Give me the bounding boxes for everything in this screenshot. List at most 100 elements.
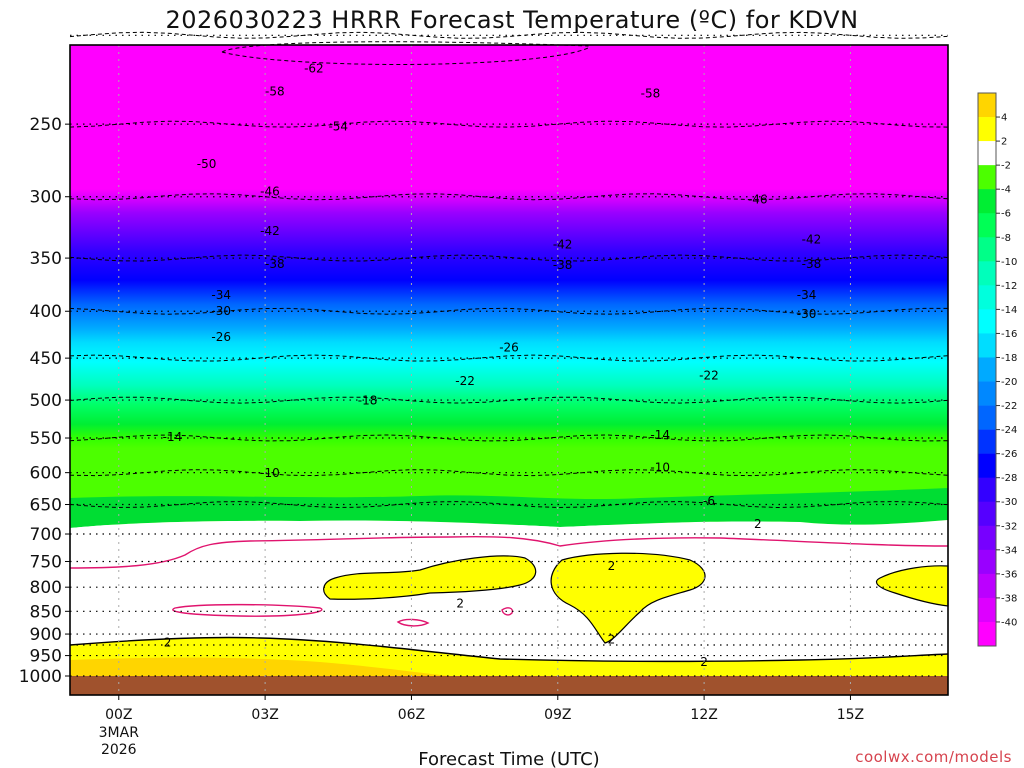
warmest-surface-layer-fill <box>70 657 450 676</box>
colorbar-swatch <box>978 141 996 166</box>
contour-label: -42 <box>260 224 280 238</box>
pressure-tick-label: 500 <box>30 391 62 411</box>
contour-label: -38 <box>553 258 573 272</box>
ground-fill <box>70 676 948 695</box>
contour-label: -58 <box>641 86 661 100</box>
colorbar-swatch <box>978 333 996 358</box>
colorbar-swatch <box>978 477 996 503</box>
pressure-tick-label: 550 <box>30 429 62 449</box>
contour-label: -46 <box>260 185 280 199</box>
contour-label: -42 <box>802 233 822 247</box>
colorbar-swatch <box>978 429 996 454</box>
colorbar-label: -20 <box>1001 377 1017 388</box>
colorbar-label: -32 <box>1001 521 1017 532</box>
pressure-tick-label: 950 <box>30 647 62 667</box>
zero-isotherm-pocket-1 <box>172 603 323 617</box>
colorbar-swatch <box>978 285 996 310</box>
colorbar-swatch <box>978 237 996 262</box>
colorbar-label: -10 <box>1001 257 1017 268</box>
contour-label: 2 <box>700 655 708 669</box>
colorbar-label: -8 <box>1001 233 1011 244</box>
contour-label: 2 <box>754 517 762 531</box>
pressure-tick-label: 600 <box>30 464 62 484</box>
contour-label: -26 <box>211 330 231 344</box>
isotherm-contour <box>221 41 589 53</box>
colorbar-swatch <box>978 525 996 551</box>
contour-label: 2 <box>164 636 172 650</box>
pressure-tick-label: 900 <box>30 625 62 645</box>
pressure-tick-label: 350 <box>30 249 62 269</box>
contour-label: 2 <box>608 633 616 647</box>
contour-label: -14 <box>163 430 183 444</box>
contour-label: -50 <box>197 157 217 171</box>
time-tick-label: 15Z <box>837 707 864 723</box>
colorbar-swatch <box>978 261 996 286</box>
pressure-tick-label: 1000 <box>19 667 62 687</box>
pressure-tick-label: 800 <box>30 578 62 598</box>
colorbar-swatch <box>978 93 996 118</box>
colorbar-label: -18 <box>1001 353 1017 364</box>
contour-label: -22 <box>699 368 719 382</box>
contour-label: -6 <box>703 494 715 508</box>
colorbar-swatch <box>978 405 996 430</box>
colorbar-label: -24 <box>1001 425 1017 436</box>
pressure-tick-label: 750 <box>30 552 62 572</box>
pressure-tick-label: 450 <box>30 349 62 369</box>
contour-label: -30 <box>211 304 231 318</box>
contour-label: 2 <box>456 597 464 611</box>
contour-label: -10 <box>650 461 670 475</box>
colorbar-swatch <box>978 189 996 214</box>
colorbar-swatch <box>978 573 996 599</box>
colorbar-label: -28 <box>1001 473 1017 484</box>
contour-label: -38 <box>265 257 285 271</box>
colorbar-swatch <box>978 381 996 406</box>
surface-2c-contour <box>69 636 949 663</box>
pressure-tick-label: 400 <box>30 302 62 322</box>
colorbar-swatch <box>978 213 996 238</box>
pressure-axis: 250 300 350 400 450 500 550 600 650 700 750 800 850 9… <box>19 115 70 687</box>
colorbar-label: -6 <box>1001 209 1011 220</box>
contour-label: -42 <box>553 237 573 251</box>
colorbar-swatch <box>978 501 996 527</box>
above-freezing-layer-fill <box>70 520 948 676</box>
contour-labels: -62-58 -58-54-50-46-46-42-42 -42-38 -38 -38-… <box>163 62 822 669</box>
colorbar-label: 4 <box>1001 113 1007 124</box>
contour-label: -10 <box>260 466 280 480</box>
colorbar-label: -26 <box>1001 449 1017 460</box>
time-tick-label: 06Z <box>398 707 425 723</box>
colorbar-label: -2 <box>1001 161 1011 172</box>
pressure-tick-label: 300 <box>30 188 62 208</box>
site-credit: coolwx.com/models <box>855 748 1012 766</box>
contour-label: -22 <box>455 374 475 388</box>
pressure-tick-label: 250 <box>30 115 62 135</box>
zero-isotherm-contour <box>69 535 949 569</box>
colorbar-label: -12 <box>1001 281 1017 292</box>
time-tick-label: 12Z <box>690 707 717 723</box>
colorbar-swatch <box>978 309 996 334</box>
contour-label: -26 <box>499 340 519 354</box>
warm-pocket-aloft-2 <box>550 552 706 644</box>
contour-label: -14 <box>650 428 670 442</box>
warm-pocket-aloft-3 <box>875 565 949 607</box>
colorbar-label: -38 <box>1001 593 1017 604</box>
colorbar-label: -14 <box>1001 305 1017 316</box>
contour-label: -62 <box>304 62 324 76</box>
chart-title: 2026030223 HRRR Forecast Temperature (ºC… <box>165 6 858 34</box>
colorbar: 4 2 -2 -4 -6 -8 -10 -12 -14 -16 -18 -20 -22 -24 -26 -28… <box>977 92 1017 647</box>
colorbar-swatch <box>978 621 996 647</box>
pressure-tick-label: 650 <box>30 496 62 516</box>
time-tick-label: 03Z <box>251 707 278 723</box>
contour-label: -18 <box>358 394 378 408</box>
contour-label: 2 <box>608 559 616 573</box>
date-sub-label: 3MAR <box>99 725 140 741</box>
dashed-isotherms <box>69 31 949 509</box>
colorbar-swatch <box>978 453 996 478</box>
colorbar-frame <box>977 92 997 647</box>
plot-area: -62-58 -58-54-50-46-46-42-42 -42-38 -38 -38-… <box>69 31 949 696</box>
date-sub-label: 2026 <box>101 742 137 758</box>
colorbar-label: -4 <box>1001 185 1011 196</box>
contour-label: -30 <box>797 307 817 321</box>
colorbar-label: -16 <box>1001 329 1017 340</box>
